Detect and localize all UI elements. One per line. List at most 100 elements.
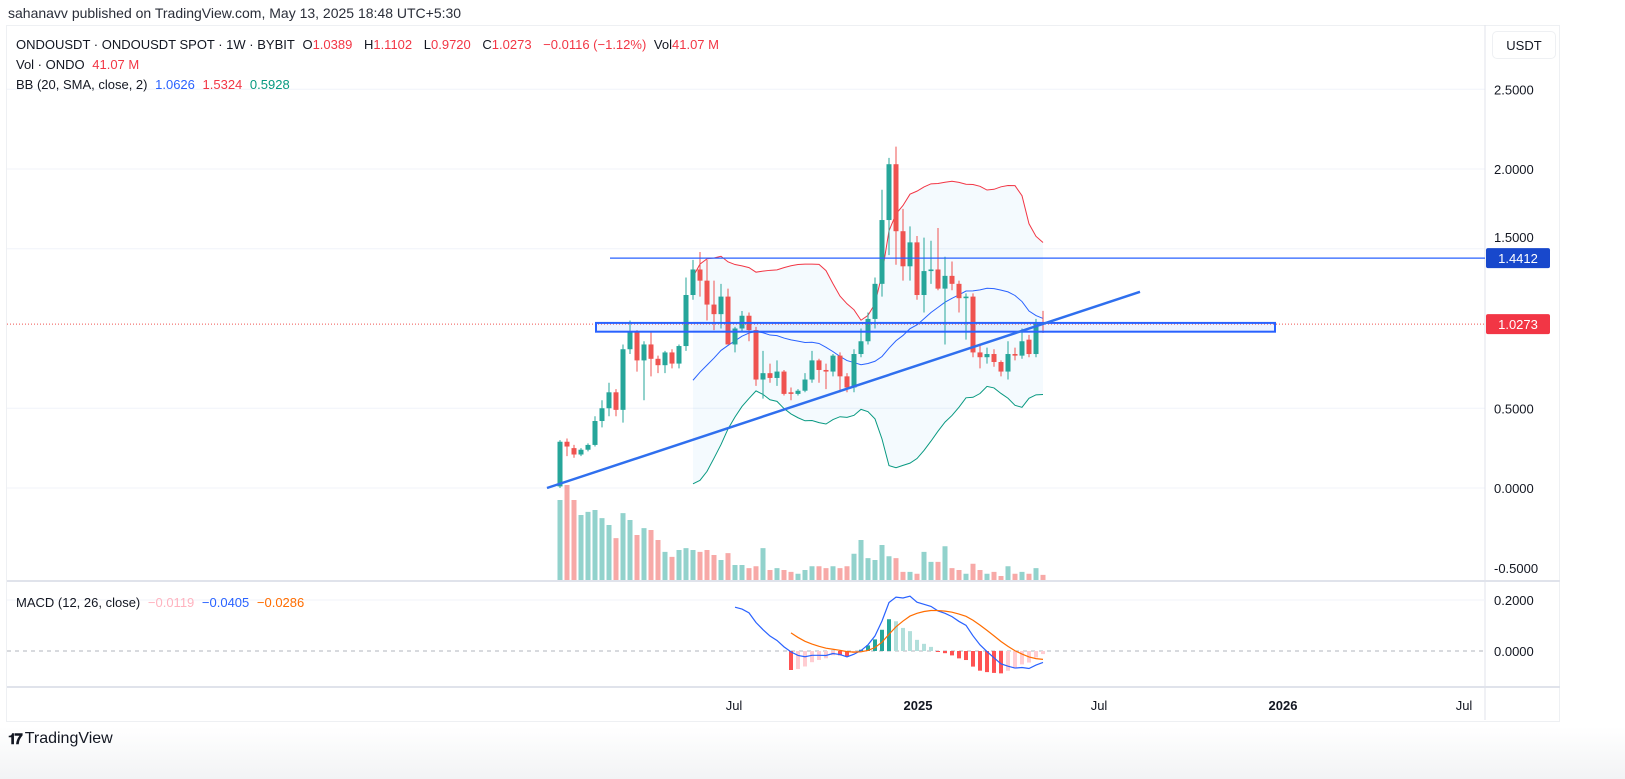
open-label: O — [302, 37, 313, 52]
macd-histogram-bar — [789, 651, 793, 670]
candle-body — [795, 390, 801, 394]
macd-histogram-bar — [866, 645, 870, 651]
candle-body — [893, 164, 899, 232]
volume-bar — [977, 570, 983, 580]
macd-histogram-bar — [915, 639, 919, 651]
macd-histogram-bar — [1034, 651, 1038, 658]
macd-histogram-bar — [894, 621, 898, 651]
macd-histogram-bar — [992, 651, 996, 673]
candle-body — [837, 355, 843, 377]
macd-histogram-bar — [873, 639, 877, 651]
volume-bar — [914, 573, 920, 580]
candle-body — [753, 330, 759, 380]
macd-histogram-bar — [957, 651, 961, 659]
footer — [0, 727, 1625, 779]
candle — [620, 344, 626, 423]
bb-lower-line — [692, 385, 1044, 485]
candle — [662, 350, 668, 374]
time-tick-label: Jul — [726, 698, 743, 713]
candle-body — [697, 269, 703, 281]
candle-body — [788, 392, 794, 394]
volume-bar — [704, 550, 710, 580]
candle-body — [662, 352, 668, 366]
candle — [956, 280, 962, 313]
macd-histogram-bar — [999, 651, 1003, 674]
candle — [725, 288, 731, 345]
candle — [571, 444, 577, 458]
volume-title[interactable]: Vol · ONDO — [16, 57, 85, 72]
candle — [564, 438, 570, 457]
price-tick-label: 2.0000 — [1494, 162, 1534, 177]
macd-tick-label: 0.2000 — [1494, 593, 1534, 608]
candle — [718, 283, 724, 329]
candle-body — [949, 275, 955, 284]
candle — [683, 277, 689, 351]
candle-body — [683, 295, 689, 347]
volume-bar — [1012, 573, 1018, 580]
candle-body — [599, 408, 605, 422]
bb-basis-value: 1.0626 — [155, 77, 195, 92]
volume-bar — [669, 556, 675, 580]
volume-bar — [571, 500, 577, 580]
volume-bar — [613, 538, 619, 580]
vol-label: Vol — [653, 37, 672, 52]
volume-bar — [1033, 568, 1039, 580]
volume-bar — [830, 566, 836, 580]
candle-body — [606, 392, 612, 409]
candle-body — [655, 358, 661, 366]
volume-bar — [865, 558, 871, 580]
vol-value: 41.07 M — [672, 37, 719, 52]
candle-body — [669, 352, 675, 364]
volume-bar — [963, 573, 969, 580]
candle — [998, 360, 1004, 377]
candle — [977, 344, 983, 369]
candle-body — [641, 344, 647, 361]
candle-body — [1033, 322, 1039, 355]
volume-bar — [851, 553, 857, 580]
candle-body — [998, 361, 1004, 372]
volume-bar — [690, 550, 696, 580]
volume-bar — [886, 556, 892, 580]
volume-bar — [781, 570, 787, 580]
candle-body — [1005, 354, 1011, 372]
bb-title[interactable]: BB (20, SMA, close, 2) — [16, 77, 148, 92]
candle — [774, 360, 780, 386]
volume-bar — [774, 568, 780, 580]
volume-bar — [564, 485, 570, 580]
volume-bar — [928, 561, 934, 580]
candle — [634, 330, 640, 372]
macd-legend[interactable]: MACD (12, 26, close) −0.0119 −0.0405 −0.… — [16, 595, 308, 610]
macd-title[interactable]: MACD (12, 26, close) — [16, 595, 141, 610]
candle-body — [907, 242, 913, 267]
candle-body — [578, 449, 584, 455]
candle-body — [634, 331, 640, 361]
volume-legend[interactable]: Vol · ONDO 41.07 M — [16, 57, 143, 72]
candle-body — [704, 280, 710, 305]
volume-bar — [585, 511, 591, 580]
candle — [1012, 347, 1018, 361]
change-value: −0.0116 (−1.12%) — [543, 37, 647, 52]
candle — [837, 352, 843, 393]
candle — [760, 350, 766, 399]
tradingview-logo[interactable]: 𝟏𝟕 TradingView — [8, 730, 113, 748]
currency-button[interactable]: USDT — [1492, 31, 1556, 59]
volume-bar — [648, 530, 654, 580]
bb-legend[interactable]: BB (20, SMA, close, 2) 1.0626 1.5324 0.5… — [16, 77, 294, 92]
candle — [704, 259, 710, 321]
symbol-legend[interactable]: ONDOUSDT · ONDOUSDT SPOT · 1W · BYBIT O1… — [16, 37, 727, 52]
candle-body — [725, 296, 731, 345]
symbol-title[interactable]: ONDOUSDT · ONDOUSDT SPOT · 1W · BYBIT — [16, 37, 295, 52]
volume-bar — [1005, 566, 1011, 580]
macd-histogram-bar — [929, 646, 933, 651]
candle — [557, 440, 563, 488]
candle — [830, 354, 836, 377]
close-label: C — [482, 37, 492, 52]
volume-bar — [606, 525, 612, 580]
candle — [942, 256, 948, 345]
candle-body — [921, 271, 927, 296]
volume-bar — [900, 571, 906, 580]
open-value: 1.0389 — [312, 37, 353, 52]
tradingview-logo-icon: 𝟏𝟕 — [8, 730, 23, 748]
macd-line — [734, 595, 1044, 670]
